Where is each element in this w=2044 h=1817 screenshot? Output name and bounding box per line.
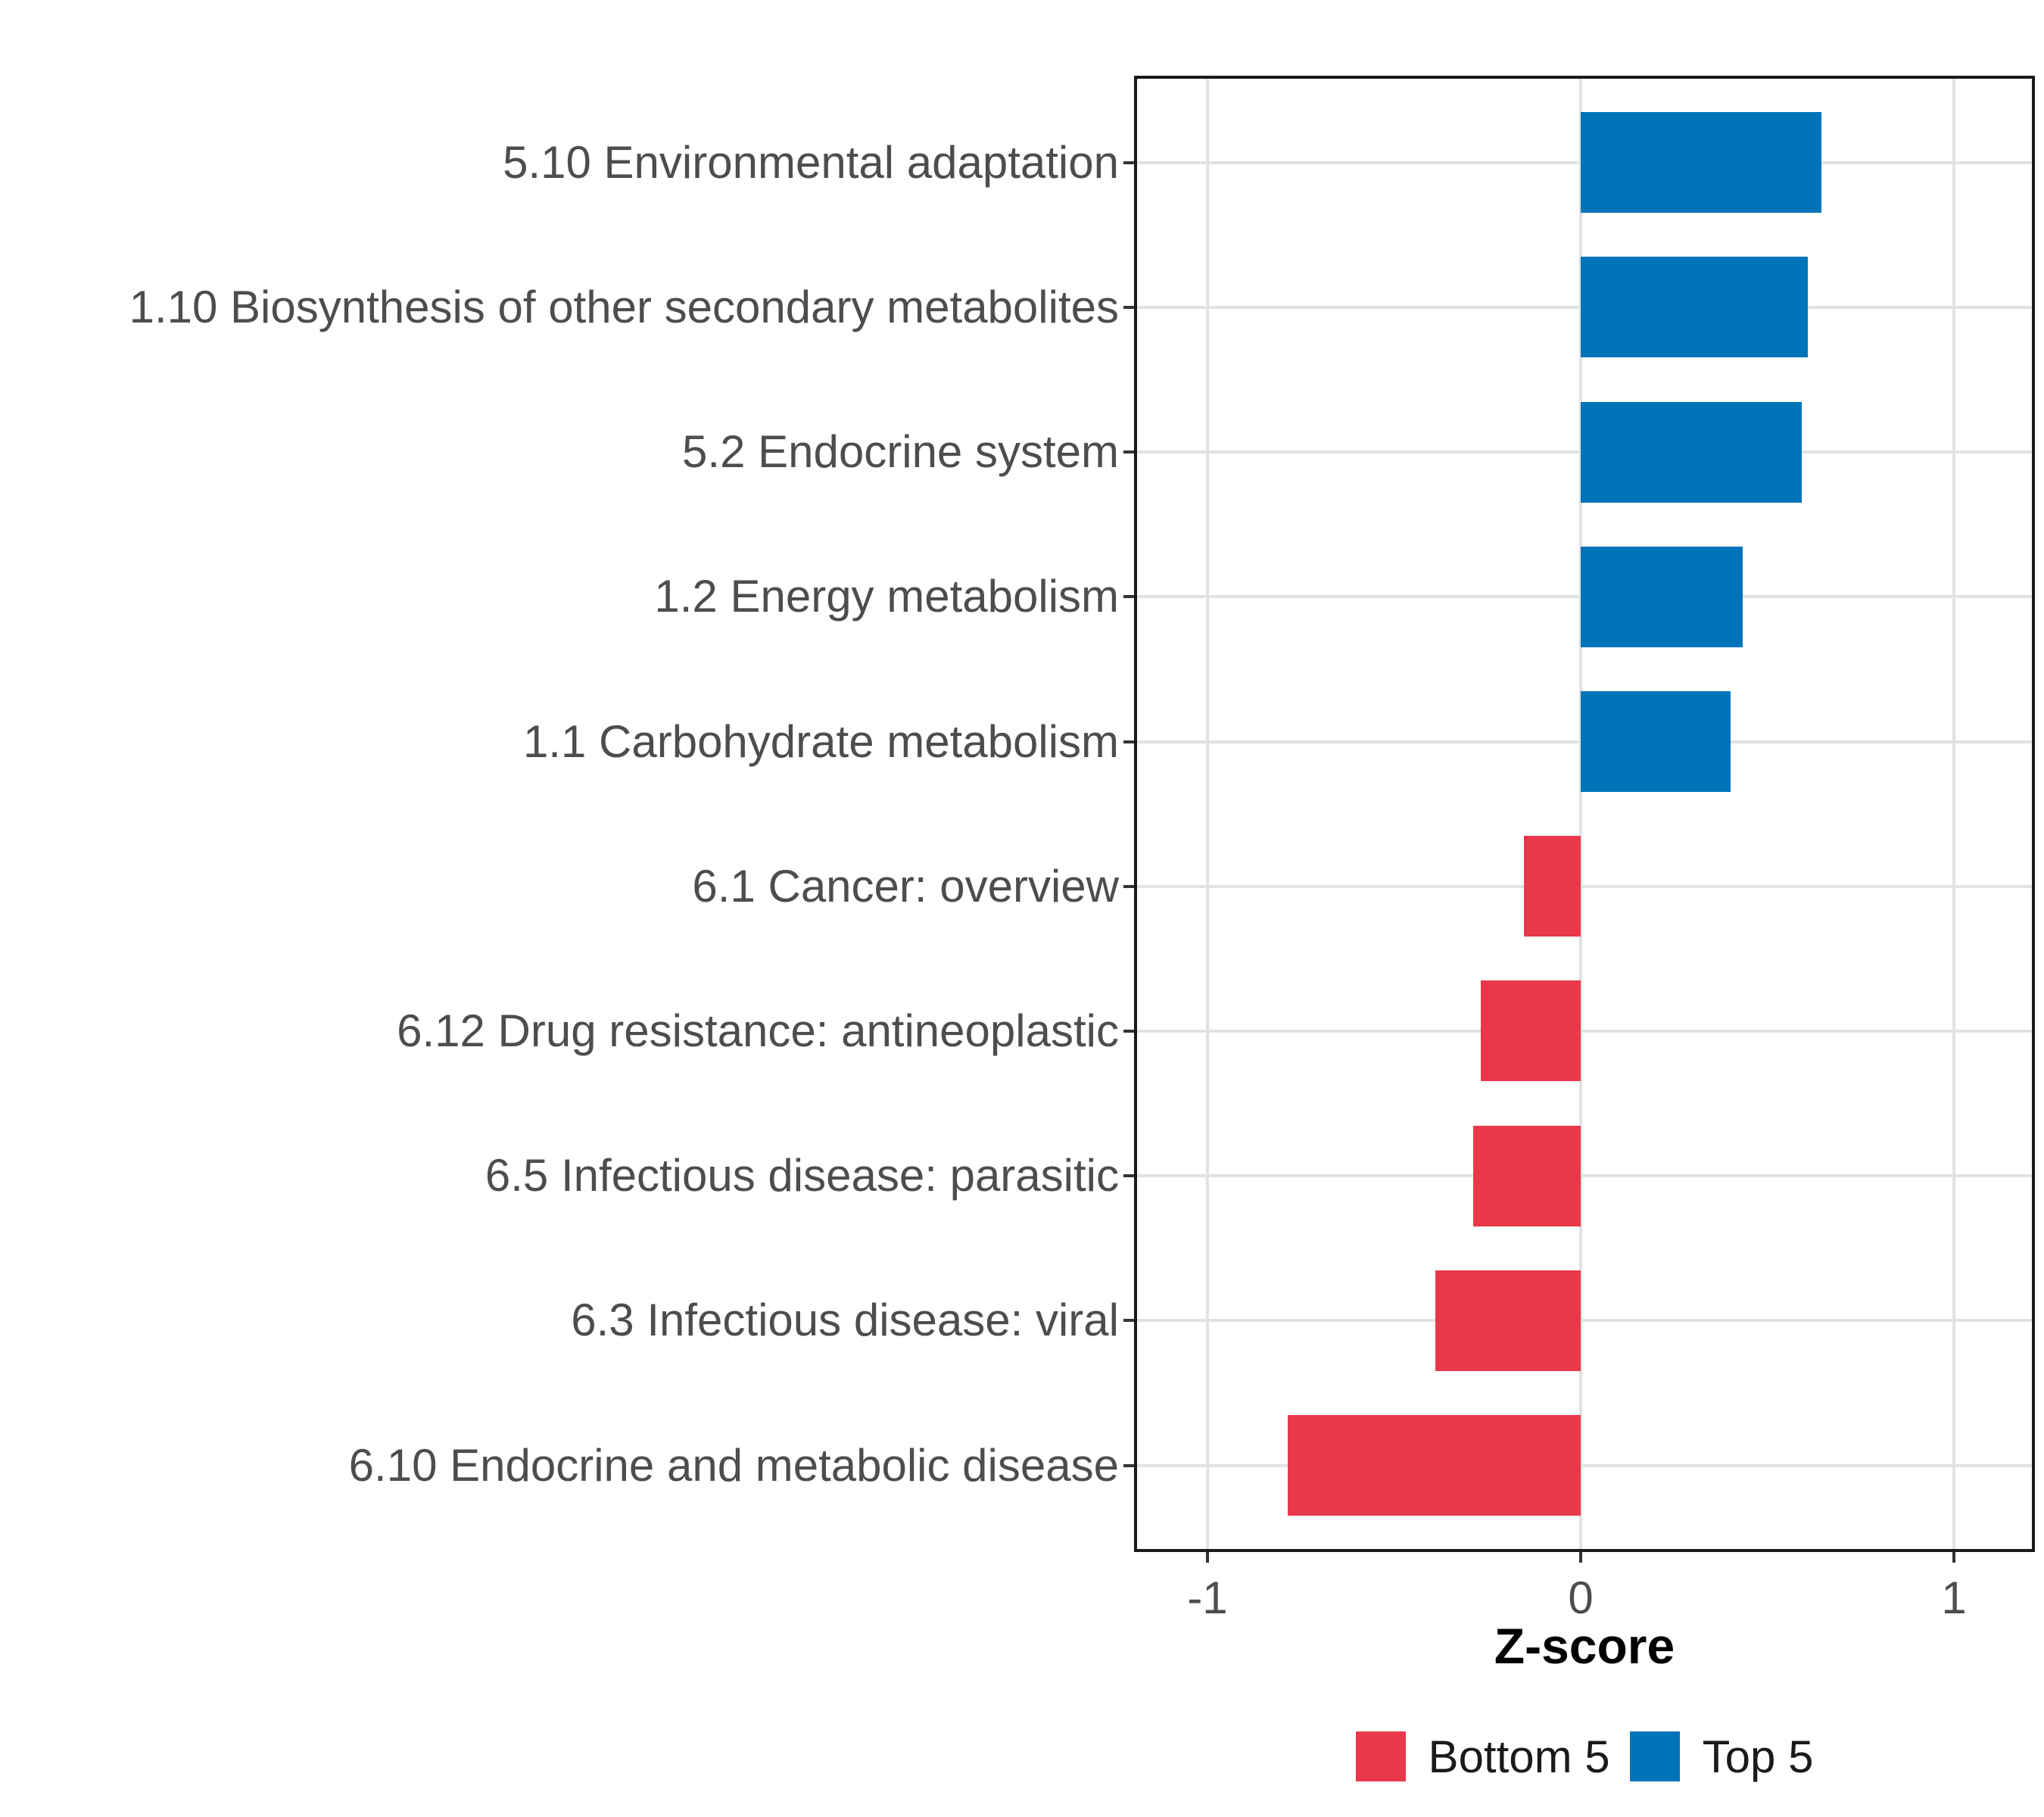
x-axis-tick (1579, 1552, 1582, 1563)
x-tick-label: -1 (1187, 1572, 1228, 1623)
x-tick-label: 1 (1941, 1572, 1967, 1623)
gridline-y (1134, 884, 2035, 888)
y-axis-tick (1123, 595, 1134, 599)
legend-item: Top 5 (1629, 1731, 1814, 1783)
gridline-y (1134, 1174, 2035, 1178)
y-axis-tick (1123, 884, 1134, 888)
y-axis-label: 6.1 Cancer: overview (692, 860, 1119, 912)
bar (1581, 401, 1802, 503)
y-axis-tick (1123, 161, 1134, 164)
x-axis-tick (1206, 1552, 1209, 1563)
bar (1473, 1125, 1581, 1226)
legend-swatch-bottom5 (1355, 1731, 1406, 1781)
y-axis-tick (1123, 305, 1134, 309)
bar (1581, 112, 1821, 213)
y-axis-tick (1123, 1029, 1134, 1033)
gridline-x (1952, 76, 1955, 1552)
y-axis-label: 1.10 Biosynthesis of other secondary met… (129, 281, 1119, 332)
bar (1435, 1270, 1581, 1371)
gridline-x (1579, 76, 1582, 1552)
y-axis-tick (1123, 1319, 1134, 1323)
y-axis-tick (1123, 1463, 1134, 1467)
y-axis-label: 6.5 Infectious disease: parasitic (485, 1150, 1119, 1201)
x-tick-label: 0 (1568, 1572, 1594, 1623)
x-axis-tick (1952, 1552, 1955, 1563)
bar (1287, 1415, 1581, 1516)
y-axis-tick (1123, 450, 1134, 454)
x-axis-title: Z-score (1494, 1618, 1675, 1674)
gridline-y (1134, 1319, 2035, 1323)
y-axis-tick (1123, 1174, 1134, 1178)
bar (1481, 980, 1581, 1082)
bar (1523, 836, 1581, 937)
bar (1581, 257, 1808, 358)
bar (1581, 691, 1731, 792)
gridline-y (1134, 1463, 2035, 1467)
legend-label: Top 5 (1702, 1731, 1814, 1782)
y-axis-label: 6.3 Infectious disease: viral (571, 1295, 1119, 1346)
gridline-y (1134, 1029, 2035, 1033)
gridline-x (1206, 76, 1209, 1552)
bar (1581, 546, 1743, 647)
y-axis-label: 5.2 Endocrine system (682, 426, 1119, 478)
y-axis-label: 6.10 Endocrine and metabolic disease (348, 1439, 1119, 1491)
y-axis-label: 1.1 Carbohydrate metabolism (522, 715, 1119, 767)
y-axis-label: 6.12 Drug resistance: antineoplastic (397, 1005, 1119, 1056)
legend: Bottom 5 Top 5 (1134, 1726, 2035, 1787)
y-axis-label: 5.10 Environmental adaptation (503, 136, 1119, 188)
legend-swatch-top5 (1629, 1731, 1680, 1781)
y-axis-label: 1.2 Energy metabolism (654, 571, 1119, 622)
legend-item: Bottom 5 (1355, 1731, 1610, 1783)
legend-label: Bottom 5 (1428, 1731, 1610, 1782)
y-axis-tick (1123, 740, 1134, 743)
